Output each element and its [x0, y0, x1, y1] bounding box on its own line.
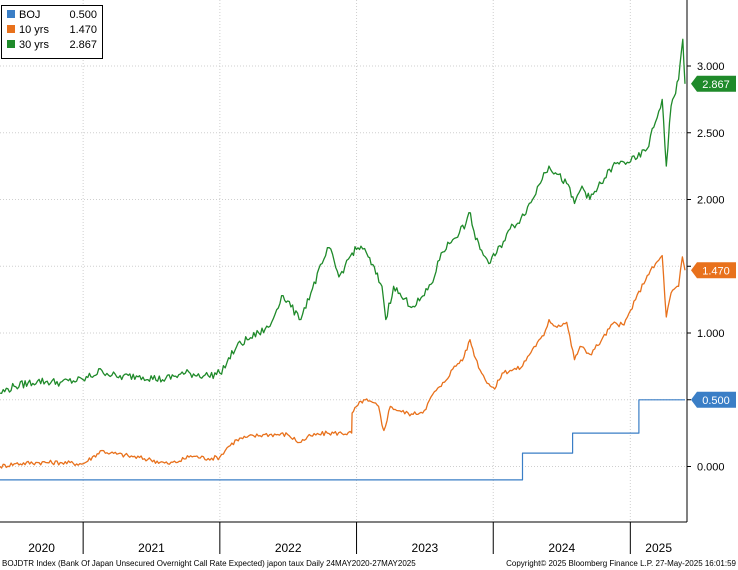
legend-label: 10 yrs — [19, 24, 49, 36]
y-tick-label: 2.000 — [697, 195, 725, 207]
legend-box — [1, 5, 103, 59]
x-year-label: 2020 — [28, 541, 55, 555]
series-lines — [0, 38, 686, 481]
last-value-tag: 2.867 — [691, 75, 736, 92]
last-value-tags: 2.867 1.470 0.500 — [691, 75, 736, 408]
gridlines — [0, 0, 687, 522]
footer-right-text: Copyright© 2025 Bloomberg Finance L.P. 2… — [506, 559, 736, 568]
last-value-tag-shape — [691, 391, 736, 408]
last-value-tag-text: 0.500 — [702, 395, 730, 407]
legend: BOJ 0.500 10 yrs 1.470 30 yrs 2.867 — [1, 5, 103, 59]
y-tick-label: 1.000 — [697, 328, 725, 340]
y-tick-label: 0.000 — [697, 462, 725, 474]
series-line — [0, 254, 686, 469]
legend-swatch — [7, 25, 15, 33]
legend-label: 30 yrs — [19, 39, 49, 51]
last-value-tag-text: 1.470 — [702, 265, 730, 277]
y-tick-label: 3.000 — [697, 61, 725, 73]
footer-left-text: BOJDTR Index (Bank Of Japan Unsecured Ov… — [2, 559, 416, 568]
last-value-tag: 1.470 — [691, 262, 736, 279]
series-line — [0, 38, 686, 395]
footer: BOJDTR Index (Bank Of Japan Unsecured Ov… — [2, 559, 737, 568]
legend-value: 0.500 — [69, 9, 97, 21]
x-year-label: 2024 — [548, 541, 575, 555]
last-value-tag-shape — [691, 75, 736, 92]
last-value-tag-text: 2.867 — [702, 79, 730, 91]
legend-swatch — [7, 40, 15, 48]
x-year-label: 2022 — [275, 541, 302, 555]
x-year-label: 2025 — [645, 541, 672, 555]
legend-value: 2.867 — [69, 39, 97, 51]
legend-label: BOJ — [19, 9, 40, 21]
y-tick-label: 2.500 — [697, 128, 725, 140]
last-value-tag: 0.500 — [691, 391, 736, 408]
last-value-tag-shape — [691, 262, 736, 279]
axes: 0.0000.5001.0001.5002.0002.5003.00020202… — [0, 0, 725, 555]
x-year-label: 2021 — [138, 541, 165, 555]
legend-swatch — [7, 10, 15, 18]
plot-background — [0, 0, 687, 522]
legend-value: 1.470 — [69, 24, 97, 36]
x-year-label: 2023 — [412, 541, 439, 555]
series-line — [0, 399, 685, 481]
